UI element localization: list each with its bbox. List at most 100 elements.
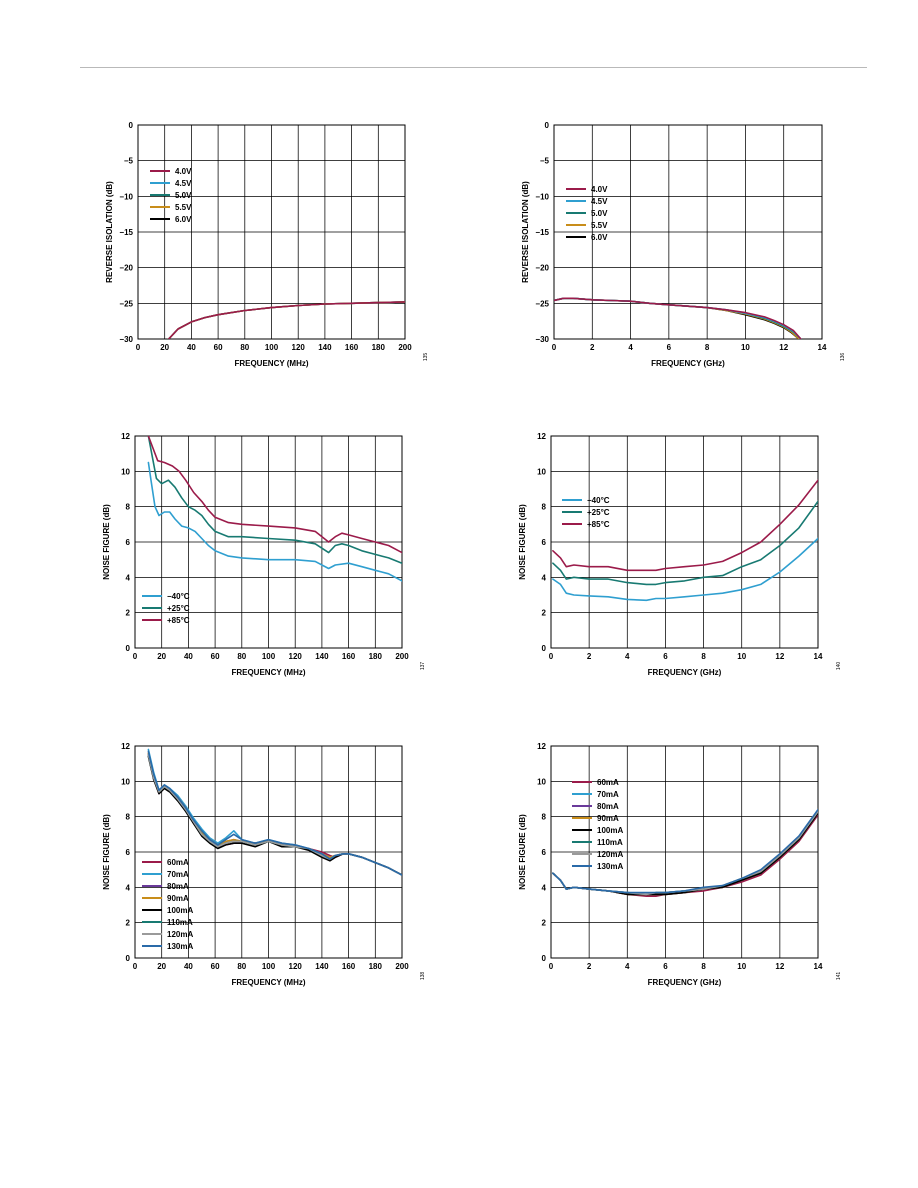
x-tick-label: 80 bbox=[237, 652, 246, 661]
x-tick-label: 0 bbox=[133, 962, 138, 971]
plot-frame bbox=[134, 745, 403, 959]
y-tick-label: 2 bbox=[542, 919, 547, 928]
x-tick-label: 10 bbox=[737, 962, 746, 971]
series-line--40-C bbox=[147, 461, 402, 582]
y-tick-label: −30 bbox=[119, 335, 133, 344]
x-tick-label: 60 bbox=[211, 652, 220, 661]
x-tick-label: 180 bbox=[369, 652, 383, 661]
x-tick-label: 0 bbox=[552, 343, 557, 352]
y-tick-label: 6 bbox=[542, 848, 547, 857]
series-line-60mA bbox=[147, 753, 402, 876]
chart-svg: 0 2 4 6 8 10 12 14 12 10 8 6 4 2 0 FREQUENCY (GHz) NOISE… bbox=[518, 742, 842, 987]
series-line--25-C bbox=[552, 500, 818, 586]
y-axis-label: NOISE FIGURE (dB) bbox=[102, 814, 111, 890]
chart-svg: 0 2 4 6 8 10 12 14 12 10 8 6 4 2 0 FREQUENCY (GHz) NOISE… bbox=[518, 432, 842, 677]
legend-label: 130mA bbox=[167, 942, 193, 951]
legend-label: 70mA bbox=[167, 870, 189, 879]
legend-label: 110mA bbox=[167, 918, 193, 927]
legend-label: 5.5V bbox=[175, 203, 192, 212]
x-tick-label: 200 bbox=[395, 652, 409, 661]
legend-label: 5.0V bbox=[175, 191, 192, 200]
chart-svg: 0 2 4 6 8 10 12 14 0 −5 −10 −15 −20 −25 −30 FREQUENCY (… bbox=[521, 121, 846, 368]
y-tick-label: 2 bbox=[542, 609, 547, 618]
plot-frame bbox=[553, 124, 823, 340]
legend-label: +85°C bbox=[587, 520, 610, 529]
x-tick-label: 8 bbox=[701, 652, 706, 661]
x-tick-label: 6 bbox=[667, 343, 672, 352]
x-tick-label: 20 bbox=[157, 652, 166, 661]
figure-number: 140 bbox=[836, 662, 842, 671]
legend-label: 90mA bbox=[167, 894, 189, 903]
y-axis-label: REVERSE ISOLATION (dB) bbox=[521, 181, 530, 283]
x-tick-label: 4 bbox=[628, 343, 633, 352]
chart-noise-figure-current-mhz: 0 20 40 60 80 100 120 140 160 180 200 12 10 8 6 4 2 0 FREQ… bbox=[100, 736, 480, 1006]
x-tick-label: 12 bbox=[779, 343, 788, 352]
x-tick-label: 10 bbox=[737, 652, 746, 661]
legend-label: 90mA bbox=[597, 814, 619, 823]
series-line-100mA bbox=[552, 812, 818, 896]
figure-number: 141 bbox=[836, 972, 842, 981]
x-tick-label: 40 bbox=[187, 343, 196, 352]
legend-label: 130mA bbox=[597, 862, 623, 871]
x-tick-label: 180 bbox=[369, 962, 383, 971]
y-axis-label: REVERSE ISOLATION (dB) bbox=[105, 181, 114, 283]
y-tick-label: −10 bbox=[535, 192, 549, 201]
x-tick-label: 60 bbox=[214, 343, 223, 352]
x-tick-label: 160 bbox=[345, 343, 359, 352]
y-tick-label: 8 bbox=[542, 813, 547, 822]
legend-label: +85°C bbox=[167, 616, 190, 625]
x-tick-label: 14 bbox=[814, 962, 823, 971]
y-tick-label: 12 bbox=[121, 742, 130, 751]
x-tick-label: 12 bbox=[775, 962, 784, 971]
y-tick-label: 8 bbox=[542, 503, 547, 512]
x-tick-label: 10 bbox=[741, 343, 750, 352]
legend-label: +25°C bbox=[587, 508, 610, 517]
x-axis-label: FREQUENCY (MHz) bbox=[234, 359, 308, 368]
x-tick-label: 4 bbox=[625, 652, 630, 661]
y-tick-label: 10 bbox=[537, 467, 546, 476]
figure-number: 136 bbox=[840, 353, 846, 362]
y-tick-label: 4 bbox=[126, 883, 131, 892]
y-tick-label: −30 bbox=[535, 335, 549, 344]
x-tick-label: 80 bbox=[237, 962, 246, 971]
y-tick-label: 0 bbox=[542, 954, 547, 963]
x-tick-label: 14 bbox=[814, 652, 823, 661]
series-line-6-0V bbox=[167, 301, 405, 339]
legend-label: 6.0V bbox=[175, 215, 192, 224]
x-tick-label: 8 bbox=[701, 962, 706, 971]
series-line-110mA bbox=[552, 810, 818, 896]
x-tick-label: 180 bbox=[372, 343, 386, 352]
y-tick-label: 4 bbox=[542, 573, 547, 582]
y-tick-label: −25 bbox=[535, 299, 549, 308]
x-tick-label: 0 bbox=[136, 343, 141, 352]
series-line-80mA bbox=[147, 752, 402, 876]
y-tick-label: 0 bbox=[545, 121, 550, 130]
legend-label: 5.5V bbox=[591, 221, 608, 230]
y-tick-label: 6 bbox=[126, 848, 131, 857]
x-tick-label: 2 bbox=[587, 652, 592, 661]
header-rule bbox=[80, 67, 867, 68]
chart-noise-figure-temp-ghz: 0 2 4 6 8 10 12 14 12 10 8 6 4 2 0 FREQUENCY (GHz) NOISE… bbox=[516, 426, 896, 696]
x-tick-label: 100 bbox=[262, 962, 276, 971]
series-line-5-5V bbox=[554, 297, 800, 339]
legend-label: 80mA bbox=[597, 802, 619, 811]
legend-label: 70mA bbox=[597, 790, 619, 799]
series-line-120mA bbox=[147, 753, 402, 876]
series-line--40-C bbox=[552, 537, 818, 602]
series-line-5-0V bbox=[167, 301, 405, 339]
series-line-130mA bbox=[147, 750, 402, 876]
x-tick-label: 160 bbox=[342, 652, 356, 661]
x-tick-label: 60 bbox=[211, 962, 220, 971]
x-tick-label: 6 bbox=[663, 652, 668, 661]
y-tick-label: 6 bbox=[542, 538, 547, 547]
x-tick-label: 80 bbox=[240, 343, 249, 352]
legend-label: 110mA bbox=[597, 838, 623, 847]
series-line--85-C bbox=[147, 436, 402, 554]
y-tick-label: 10 bbox=[121, 467, 130, 476]
figure-number: 135 bbox=[423, 353, 429, 362]
chart-noise-figure-current-ghz: 0 2 4 6 8 10 12 14 12 10 8 6 4 2 0 FREQUENCY (GHz) NOISE… bbox=[516, 736, 896, 1006]
y-tick-label: 6 bbox=[126, 538, 131, 547]
plot-frame bbox=[137, 124, 406, 340]
x-tick-label: 40 bbox=[184, 652, 193, 661]
x-tick-label: 0 bbox=[549, 962, 554, 971]
